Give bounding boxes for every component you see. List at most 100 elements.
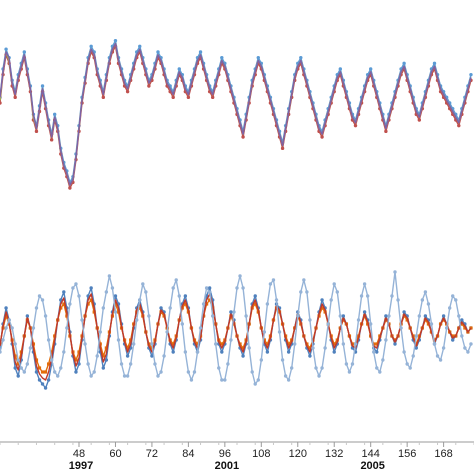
bottom-series-4-point — [362, 282, 367, 286]
bottom-series-4-point — [332, 282, 336, 286]
bottom-series-4-point — [293, 342, 297, 346]
bottom-series-2-point — [287, 342, 291, 346]
bottom-series-4-point — [329, 298, 333, 302]
bottom-series-1-point — [77, 362, 81, 366]
bottom-series-4-point — [387, 314, 391, 318]
bottom-series-2-point — [16, 362, 20, 366]
bottom-series-4-point — [235, 286, 239, 290]
bottom-series-4-point — [417, 314, 422, 318]
bottom-series-2-point — [62, 302, 66, 306]
top-series-1-point — [198, 50, 203, 54]
bottom-series-4-point — [454, 298, 458, 302]
bottom-series-2-point — [89, 298, 93, 302]
bottom-series-4-point — [40, 298, 45, 302]
bottom-series-2-point — [393, 338, 397, 342]
top-series-1-point — [4, 47, 8, 51]
top-series-2-point — [353, 123, 358, 128]
bottom-series-2-point — [460, 322, 464, 326]
bottom-series-2-point — [195, 342, 200, 346]
bottom-series-1-point — [62, 290, 66, 294]
top-series-1-point — [338, 67, 343, 71]
top-series-2-point — [147, 84, 151, 88]
bottom-series-1-point — [393, 342, 397, 346]
bottom-series-3 — [0, 293, 472, 381]
bottom-series-4-point — [447, 306, 452, 310]
bottom-series-4-point — [250, 370, 254, 374]
bottom-series-4-point — [469, 342, 473, 346]
bottom-series-4-point — [168, 306, 172, 310]
bottom-series-2-point — [77, 350, 81, 354]
bottom-series-4-point — [435, 354, 440, 358]
bottom-series-1-point — [113, 294, 118, 298]
bottom-series-4-point — [347, 370, 352, 374]
bottom-series-4-point — [31, 326, 36, 330]
bottom-series-1-point — [43, 386, 48, 390]
bottom-series-4-point — [265, 302, 270, 306]
bottom-series-4-point — [65, 326, 69, 330]
bottom-series-4-point — [277, 330, 282, 334]
bottom-series-4-point — [68, 302, 72, 306]
top-series-1-point — [368, 67, 373, 71]
bottom-series-4-point — [460, 334, 464, 338]
bottom-series-2-point — [205, 302, 209, 306]
bottom-series-1-point — [74, 370, 78, 374]
bottom-series-2-point — [13, 354, 17, 358]
bottom-series-4-point — [426, 302, 431, 306]
bottom-series-1-point — [362, 310, 367, 314]
x-tick-label: 84 — [182, 448, 194, 460]
bottom-series-4-point — [311, 346, 315, 350]
bottom-series-2-point — [113, 302, 118, 306]
bottom-series-4-point — [80, 318, 84, 322]
bottom-series-2-point — [332, 342, 336, 346]
x-tick-label: 144 — [362, 448, 380, 460]
bottom-series-1-point — [125, 354, 130, 358]
bottom-series-2-point — [451, 334, 455, 338]
top-series-1-point — [177, 67, 181, 71]
bottom-series-4-point — [259, 358, 264, 362]
bottom-series-4-point — [92, 370, 96, 374]
bottom-series-4-point — [286, 378, 291, 382]
bottom-series-2-point — [183, 302, 187, 306]
bottom-series-2-point — [43, 370, 48, 374]
top-series-1-point — [432, 61, 437, 66]
bottom-series-4-point — [353, 342, 358, 346]
bottom-series-4-point — [135, 318, 139, 322]
x-tick-label: 48 — [73, 448, 85, 460]
bottom-series-4-point — [423, 290, 428, 294]
bottom-series-1-point — [332, 350, 336, 354]
bottom-series-4-point — [381, 358, 385, 362]
bottom-series-4-point — [390, 294, 394, 298]
bottom-series-2-point — [74, 358, 78, 362]
bottom-series-4-point — [262, 330, 267, 334]
bottom-series-4-point — [314, 366, 318, 370]
bottom-series-4-point — [359, 294, 364, 298]
bottom-series-4-point — [95, 354, 99, 358]
bottom-series-1-point — [159, 306, 163, 310]
top-series-2-point — [241, 135, 245, 139]
bottom-series-1-point — [37, 378, 42, 382]
bottom-series-4-point — [414, 334, 418, 338]
bottom-series-4-point — [201, 302, 206, 306]
bottom-series-4-point — [429, 322, 434, 326]
bottom-series-4-point — [396, 298, 400, 302]
bottom-series-4-point — [268, 282, 273, 286]
bottom-series-2-point — [241, 346, 245, 350]
bottom-series-4-point — [441, 346, 446, 350]
bottom-series-2-point — [208, 298, 212, 302]
top-series-1-point — [52, 112, 57, 117]
bottom-series-2-point — [220, 342, 224, 346]
bottom-series-1-point — [150, 354, 154, 358]
bottom-series-4-point — [159, 370, 163, 374]
x-axis: 48 60 72 84 96 108 120 132 144 156 168 1997 2001 2005 — [0, 441, 474, 472]
bottom-series-4-point — [368, 322, 373, 326]
top-series-1-line — [0, 40, 472, 184]
bottom-series-4-point — [271, 278, 276, 282]
bottom-series-4-point — [86, 362, 90, 366]
bottom-series-4-point — [274, 298, 279, 302]
top-series-2-point — [280, 146, 285, 151]
bottom-series-1-point — [40, 382, 45, 386]
bottom-series-4-point — [25, 362, 30, 366]
bottom-series-4 — [0, 270, 473, 386]
bottom-series-2-point — [37, 366, 42, 370]
bottom-series-2-point — [40, 370, 45, 374]
